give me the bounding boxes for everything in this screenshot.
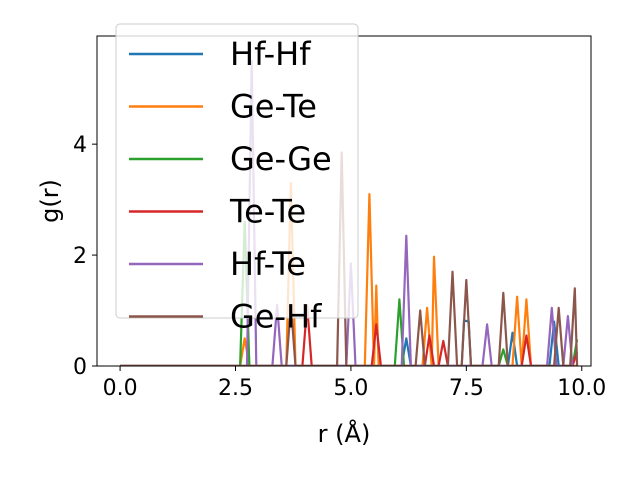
x-tick-label: 0.0 <box>103 376 138 401</box>
x-tick-label: 5.0 <box>333 376 368 401</box>
legend-label-ge-te: Ge-Te <box>230 88 317 126</box>
y-axis: 0 2 4 <box>73 133 97 380</box>
y-tick-label: 2 <box>73 244 87 269</box>
y-tick-label: 0 <box>73 355 87 380</box>
series-line-hf-hf <box>120 319 578 366</box>
x-axis-label: r (Å) <box>318 419 371 448</box>
legend-label-te-te: Te-Te <box>229 193 306 231</box>
y-tick-label: 4 <box>73 133 87 158</box>
legend-box <box>115 23 359 319</box>
series-line-ge-hf <box>120 151 579 366</box>
x-tick-label: 2.5 <box>218 376 253 401</box>
legend-label-hf-te: Hf-Te <box>230 245 306 283</box>
x-tick-label: 7.5 <box>449 376 484 401</box>
series-line-te-te <box>120 303 579 366</box>
legend: Hf-Hf Ge-Te Ge-Ge Te-Te Hf-Te Ge-Hf <box>115 23 359 336</box>
legend-label-ge-ge: Ge-Ge <box>230 140 332 178</box>
series-line-ge-te <box>120 181 578 366</box>
series-line-hf-te <box>120 59 574 366</box>
x-axis: 0.0 2.5 5.0 7.5 10.0 <box>103 366 606 401</box>
x-tick-label: 10.0 <box>557 376 606 401</box>
legend-label-hf-hf: Hf-Hf <box>230 35 311 73</box>
y-axis-label: g(r) <box>36 179 64 223</box>
legend-label-ge-hf: Ge-Hf <box>230 298 322 336</box>
